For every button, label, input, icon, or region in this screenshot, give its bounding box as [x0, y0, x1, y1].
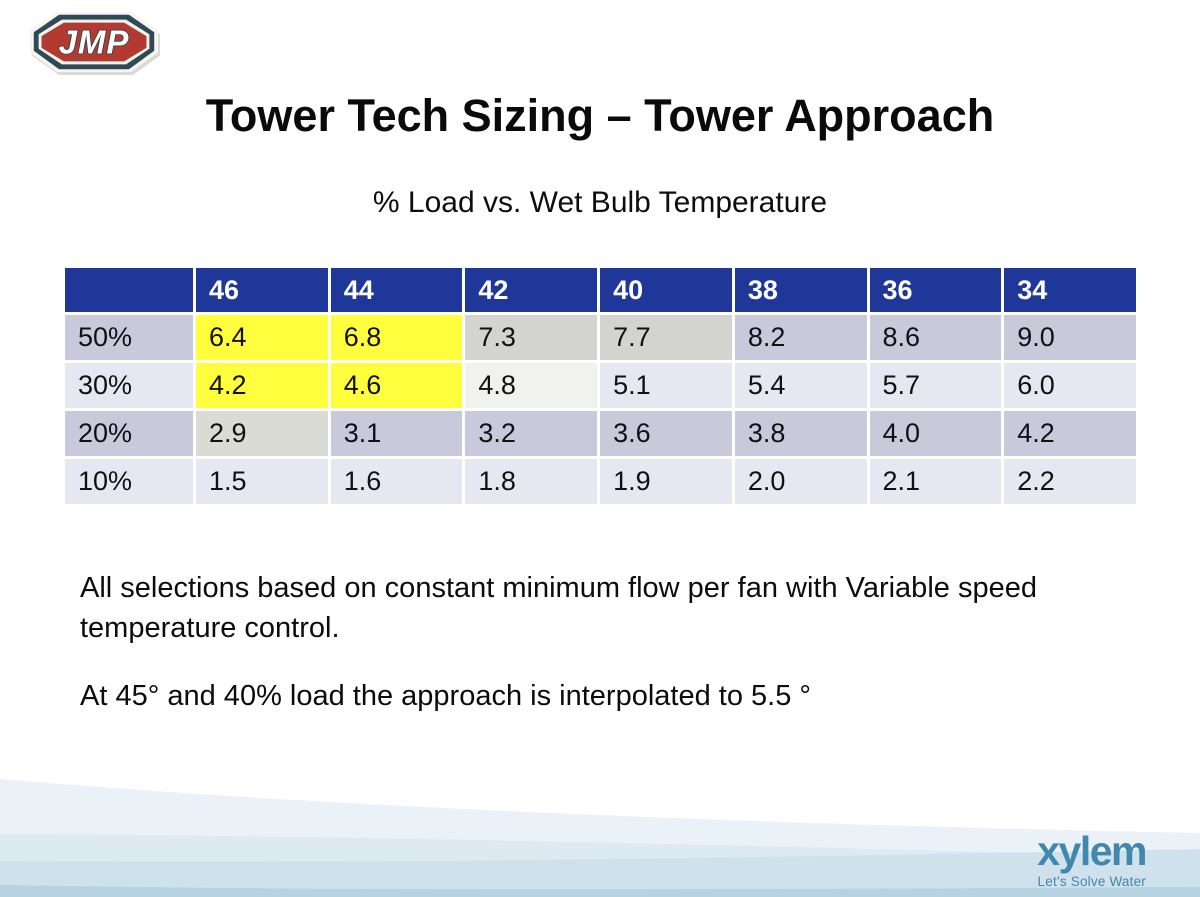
wave-dark — [0, 849, 1200, 897]
table-cell: 3.6 — [600, 411, 732, 456]
table-cell: 4.0 — [869, 411, 1002, 456]
table-cell-highlight-yellow: 6.8 — [330, 315, 463, 360]
table-cell: 5.7 — [869, 363, 1002, 408]
table-header-cell: 46 — [196, 268, 328, 312]
table-cell: 1.9 — [600, 459, 732, 504]
table-header-cell: 42 — [465, 268, 598, 312]
row-label-cell: 30% — [65, 363, 193, 408]
table-cell-highlight-yellow: 4.6 — [330, 363, 463, 408]
table-cell: 1.5 — [196, 459, 328, 504]
table-cell-highlight-yellow: 6.4 — [196, 315, 328, 360]
xylem-wordmark: xylem — [1037, 828, 1147, 874]
slide-title: Tower Tech Sizing – Tower Approach — [205, 90, 995, 141]
table-header-cell-blank — [65, 268, 193, 312]
table-cell: 3.2 — [465, 411, 598, 456]
table-cell: 8.2 — [734, 315, 867, 360]
table-row-50: 50% 6.4 6.8 7.3 7.7 8.2 8.6 9.0 — [65, 315, 1136, 360]
table-cell-highlight-yellow: 4.2 — [196, 363, 328, 408]
table-header-cell: 44 — [330, 268, 463, 312]
table-cell: 8.6 — [869, 315, 1002, 360]
table-cell-highlight-grey: 7.7 — [600, 315, 732, 360]
table-cell-highlight-grey: 4.8 — [465, 363, 598, 408]
table-cell: 2.1 — [869, 459, 1002, 504]
table-header-row: 46 44 42 40 38 36 34 — [65, 268, 1136, 312]
table-cell: 2.0 — [734, 459, 867, 504]
jmp-logo-text: JMP — [59, 24, 130, 61]
notes-block: All selections based on constant minimum… — [80, 568, 1092, 716]
table-header-cell: 36 — [869, 268, 1002, 312]
table-row-20: 20% 2.9 3.1 3.2 3.6 3.8 4.0 4.2 — [65, 411, 1136, 456]
table-cell: 1.6 — [330, 459, 463, 504]
table-row-10: 10% 1.5 1.6 1.8 1.9 2.0 2.1 2.2 — [65, 459, 1136, 504]
row-label-cell: 20% — [65, 411, 193, 456]
xylem-tagline: Let’s Solve Water — [1037, 874, 1146, 889]
table-cell: 3.1 — [330, 411, 463, 456]
footer-wave-decoration — [0, 779, 1200, 897]
table-header-cell: 38 — [734, 268, 867, 312]
table-header-cell: 34 — [1004, 268, 1136, 312]
table-cell: 5.1 — [600, 363, 732, 408]
table-cell: 1.8 — [465, 459, 598, 504]
row-label-cell: 10% — [65, 459, 193, 504]
table-cell: 5.4 — [734, 363, 867, 408]
approach-table: 46 44 42 40 38 36 34 50% 6.4 6.8 7.3 7.7… — [62, 265, 1139, 507]
table-cell-highlight-grey: 7.3 — [465, 315, 598, 360]
table-cell: 6.0 — [1004, 363, 1136, 408]
table-header-cell: 40 — [600, 268, 732, 312]
table-cell: 3.8 — [734, 411, 867, 456]
row-label-cell: 50% — [65, 315, 193, 360]
table-cell-highlight-grey: 2.9 — [196, 411, 328, 456]
wave-bottom-strip — [0, 885, 1200, 897]
jmp-logo-red-face — [41, 22, 147, 62]
table-cell: 4.2 — [1004, 411, 1136, 456]
xylem-logo: xylem Let’s Solve Water — [1037, 828, 1147, 890]
jmp-logo: JMP — [29, 11, 161, 76]
note-constant-flow: All selections based on constant minimum… — [80, 572, 1037, 645]
table-cell: 9.0 — [1004, 315, 1136, 360]
note-interpolation: At 45° and 40% load the approach is inte… — [80, 680, 811, 713]
slide-subtitle: % Load vs. Wet Bulb Temperature — [372, 186, 828, 219]
table-row-30: 30% 4.2 4.6 4.8 5.1 5.4 5.7 6.0 — [65, 363, 1136, 408]
table-cell: 2.2 — [1004, 459, 1136, 504]
